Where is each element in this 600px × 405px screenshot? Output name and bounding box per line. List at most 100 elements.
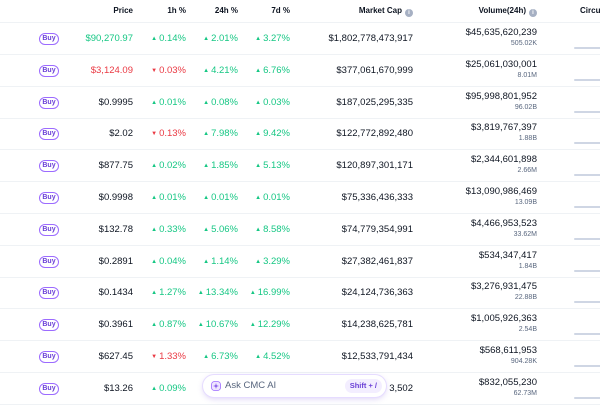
table-row[interactable]: Buy $90,270.97 ▲ 0.14% ▲ 2.01% ▲ 3.27% $1,802,77… xyxy=(0,23,600,55)
circulating-supply-bar xyxy=(574,333,600,336)
caret-up-icon: ▲ xyxy=(255,226,262,233)
volume-coin-value: 62.73M xyxy=(513,389,537,397)
volume-value[interactable]: $3,276,931,475 xyxy=(470,281,537,293)
caret-up-icon: ▲ xyxy=(151,322,158,329)
column-header-1h[interactable]: 1h % xyxy=(167,6,186,15)
change-1h: ▲ 0.33% xyxy=(151,223,186,235)
change-24h: ▲ 1.14% xyxy=(203,255,238,267)
circulating-supply-bar xyxy=(574,174,600,177)
buy-button[interactable]: Buy xyxy=(39,33,59,45)
buy-button[interactable]: Buy xyxy=(39,96,59,109)
table-row[interactable]: Buy $132.78 ▲ 0.33% ▲ 5.06% ▲ 8.58% $74,779,354,… xyxy=(0,214,600,246)
caret-up-icon: ▲ xyxy=(249,290,256,297)
change-1h: ▲ 1.27% xyxy=(151,287,186,299)
caret-up-icon: ▲ xyxy=(249,322,256,329)
market-cap-value: $75,336,436,333 xyxy=(341,192,413,203)
buy-button[interactable]: Buy xyxy=(39,255,59,268)
market-cap-value: $12,533,791,434 xyxy=(341,351,413,362)
buy-button[interactable]: Buy xyxy=(39,287,59,300)
table-row[interactable]: Buy $0.9998 ▲ 0.01% ▲ 0.01% ▲ 0.01% $75,336,436,… xyxy=(0,182,600,214)
volume-coin-value: 904.28K xyxy=(510,358,537,365)
volume-coin-value: 2.66M xyxy=(517,167,537,175)
change-24h: ▲ 13.34% xyxy=(197,287,238,299)
change-7d: ▲ 16.99% xyxy=(249,287,290,299)
caret-up-icon: ▲ xyxy=(151,195,158,201)
table-row[interactable]: Buy $627.45 ▼ 1.33% ▲ 6.73% ▲ 4.52% $12,533,791,… xyxy=(0,341,600,373)
table-row[interactable]: Buy $877.75 ▲ 0.02% ▲ 1.85% ▲ 5.13% $120,897,301… xyxy=(0,150,600,183)
buy-button[interactable]: Buy xyxy=(39,319,59,332)
volume-value[interactable]: $568,611,953 xyxy=(479,345,537,356)
circulating-supply-bar xyxy=(574,396,600,399)
buy-button[interactable]: Buy xyxy=(39,192,59,204)
volume-value[interactable]: $13,090,986,469 xyxy=(465,186,537,197)
buy-button[interactable]: Buy xyxy=(39,128,59,141)
volume-value[interactable]: $45,635,620,239 xyxy=(465,27,537,38)
market-cap-value: $27,382,461,837 xyxy=(341,255,413,267)
circulating-supply-bar xyxy=(574,237,600,240)
table-header: Price 1h % 24h % 7d % Market Cap i Volume… xyxy=(0,0,600,23)
caret-up-icon: ▲ xyxy=(255,354,262,360)
volume-value[interactable]: $2,344,601,898 xyxy=(470,154,537,166)
change-7d: ▲ 0.03% xyxy=(255,96,290,108)
buy-button[interactable]: Buy xyxy=(39,223,59,236)
caret-up-icon: ▲ xyxy=(203,195,210,201)
change-1h: ▼ 1.33% xyxy=(151,351,186,362)
caret-up-icon: ▲ xyxy=(203,131,210,138)
change-1h: ▲ 0.01% xyxy=(151,96,186,108)
caret-up-icon: ▲ xyxy=(151,36,158,42)
price-value: $2.02 xyxy=(109,128,133,140)
change-7d: ▲ 3.29% xyxy=(255,255,290,267)
change-1h: ▼ 0.13% xyxy=(151,128,186,140)
table-row[interactable]: Buy $3,124.09 ▼ 0.03% ▲ 4.21% ▲ 6.76% $377,061,6… xyxy=(0,55,600,87)
table-row[interactable]: Buy $0.3961 ▲ 0.87% ▲ 10.67% ▲ 12.29% $14,238,62… xyxy=(0,309,600,342)
market-cap-value: $14,238,625,781 xyxy=(341,319,413,331)
change-1h: ▼ 0.03% xyxy=(151,64,186,76)
buy-button[interactable]: Buy xyxy=(39,382,59,395)
volume-coin-value: 2.54B xyxy=(518,326,537,334)
table-row[interactable]: Buy $0.1434 ▲ 1.27% ▲ 13.34% ▲ 16.99% $24,124,73… xyxy=(0,277,600,310)
buy-button[interactable]: Buy xyxy=(39,64,59,77)
caret-up-icon: ▲ xyxy=(255,258,262,265)
column-header-7d[interactable]: 7d % xyxy=(271,6,290,15)
circulating-supply-bar xyxy=(574,78,600,81)
change-24h: ▲ 5.06% xyxy=(203,223,238,235)
volume-value[interactable]: $3,819,767,397 xyxy=(470,122,537,134)
circulating-supply-bar xyxy=(574,206,600,208)
caret-up-icon: ▲ xyxy=(255,163,262,170)
volume-value[interactable]: $95,998,801,952 xyxy=(465,90,537,102)
price-value: $0.9995 xyxy=(98,96,133,108)
column-header-market-cap[interactable]: Market Cap i xyxy=(359,6,413,17)
column-header-circulating[interactable]: Circu xyxy=(580,6,600,15)
table-row[interactable]: Buy $2.02 ▼ 0.13% ▲ 7.98% ▲ 9.42% $122,772,892,4… xyxy=(0,118,600,151)
buy-button[interactable]: Buy xyxy=(39,351,59,363)
buy-button[interactable]: Buy xyxy=(39,160,59,173)
volume-value[interactable]: $534,347,417 xyxy=(478,249,537,261)
market-cap-value: $120,897,301,171 xyxy=(336,160,413,172)
column-header-24h[interactable]: 24h % xyxy=(214,6,238,15)
ask-cmc-ai-button[interactable]: Ask CMC AI Shift + / xyxy=(203,375,386,397)
ask-cmc-ai-label: Ask CMC AI xyxy=(225,380,277,391)
change-7d: ▲ 0.01% xyxy=(255,192,290,203)
change-24h: ▲ 1.85% xyxy=(203,160,238,172)
circulating-supply-bar xyxy=(574,47,600,49)
volume-value[interactable]: $1,005,926,363 xyxy=(470,313,537,325)
change-1h: ▲ 0.14% xyxy=(151,33,186,44)
column-header-price[interactable]: Price xyxy=(113,6,133,15)
caret-down-icon: ▼ xyxy=(151,67,158,74)
table-row[interactable]: Buy $0.9995 ▲ 0.01% ▲ 0.08% ▲ 0.03% $187,025,295… xyxy=(0,87,600,119)
market-cap-value: $74,779,354,991 xyxy=(341,223,413,235)
caret-up-icon: ▲ xyxy=(203,163,210,170)
table-row[interactable]: Buy $0.2891 ▲ 0.04% ▲ 1.14% ▲ 3.29% $27,382,461,… xyxy=(0,246,600,278)
change-7d: ▲ 4.52% xyxy=(255,351,290,362)
column-header-volume[interactable]: Volume(24h) i xyxy=(479,6,537,17)
change-7d: ▲ 9.42% xyxy=(255,128,290,140)
volume-value[interactable]: $25,061,030,001 xyxy=(465,58,537,70)
circulating-supply-bar xyxy=(574,365,600,367)
volume-value[interactable]: $4,466,953,523 xyxy=(470,217,537,229)
caret-up-icon: ▲ xyxy=(197,290,204,297)
info-icon[interactable]: i xyxy=(529,9,537,17)
caret-up-icon: ▲ xyxy=(255,131,262,138)
volume-value[interactable]: $832,055,230 xyxy=(478,376,537,388)
info-icon[interactable]: i xyxy=(405,9,413,17)
caret-up-icon: ▲ xyxy=(151,290,158,297)
